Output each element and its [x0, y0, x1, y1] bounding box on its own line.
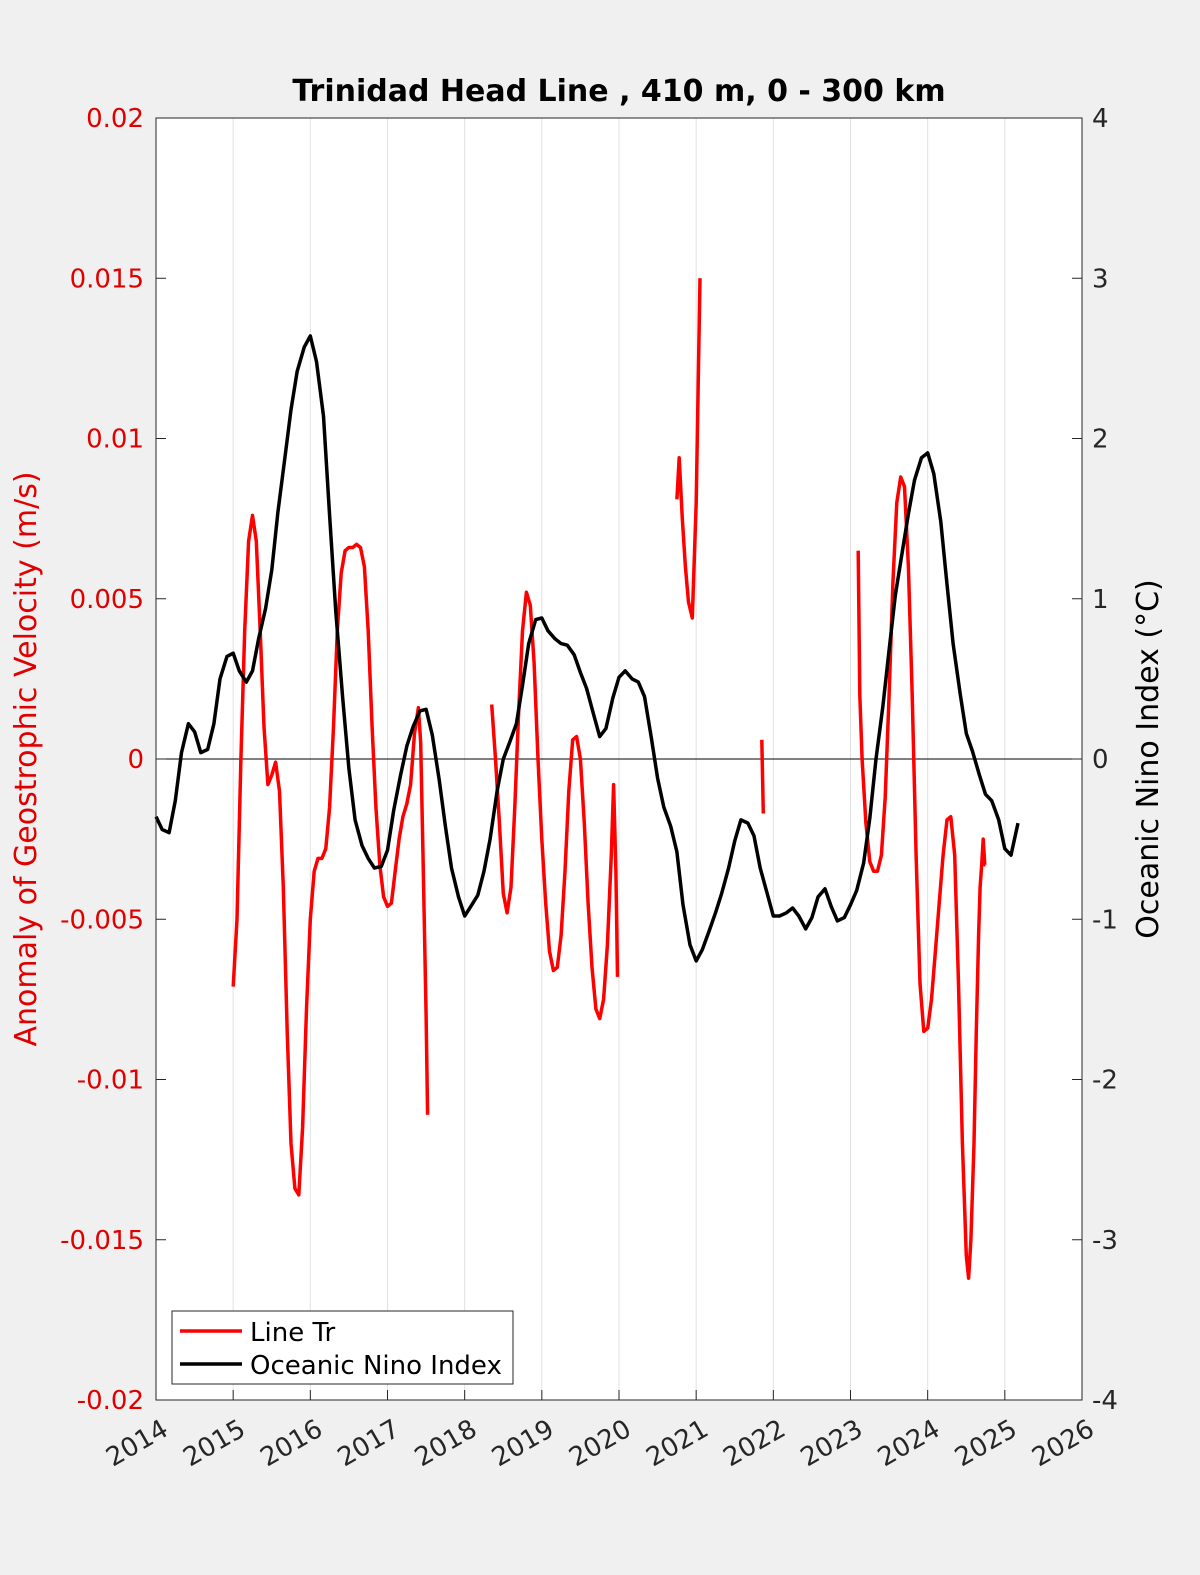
y-left-tick-label: 0.005: [70, 585, 144, 615]
y-right-tick-label: 3: [1092, 264, 1109, 294]
y-left-tick-label: 0.015: [70, 264, 144, 294]
legend: Line Tr Oceanic Nino Index: [171, 1310, 514, 1385]
line-tr-series-segment: [675, 278, 702, 620]
oni-series-segment: [154, 334, 1020, 963]
legend-box: [171, 1310, 514, 1385]
y-right-tick-label: -4: [1092, 1386, 1118, 1416]
line-tr-series-segment: [856, 475, 987, 1280]
y-left-tick-label: 0: [127, 745, 144, 775]
y-right-tick-label: 4: [1092, 104, 1109, 134]
line-tr-series-segment: [231, 513, 430, 1197]
y-axis-left-label: Anomaly of Geostrophic Velocity (m/s): [9, 471, 44, 1046]
y-axis-right-label: Oceanic Nino Index (°C): [1131, 579, 1166, 939]
y-right-tick-label: 2: [1092, 425, 1109, 455]
y-left-tick-label: -0.01: [77, 1066, 144, 1096]
y-right-tick-label: -3: [1092, 1226, 1118, 1256]
chart-title: Trinidad Head Line , 410 m, 0 - 300 km: [292, 74, 945, 109]
legend-label-line-tr: Line Tr: [250, 1318, 336, 1348]
line-tr-series-segment: [760, 739, 766, 814]
y-right-tick-label: 1: [1092, 585, 1109, 615]
legend-label-oni: Oceanic Nino Index: [250, 1351, 502, 1381]
y-left-tick-label: -0.02: [77, 1386, 144, 1416]
y-left-tick-label: -0.015: [60, 1226, 144, 1256]
line-tr-series-segment: [489, 590, 620, 1021]
y-left-tick-label: -0.005: [60, 905, 144, 935]
series-layer: [154, 278, 1020, 1280]
y-left-tick-label: 0.02: [86, 104, 144, 134]
y-left-tick-label: 0.01: [86, 425, 144, 455]
y-right-tick-label: -1: [1092, 905, 1118, 935]
y-right-tick-label: -2: [1092, 1066, 1118, 1096]
y-right-tick-label: 0: [1092, 745, 1109, 775]
